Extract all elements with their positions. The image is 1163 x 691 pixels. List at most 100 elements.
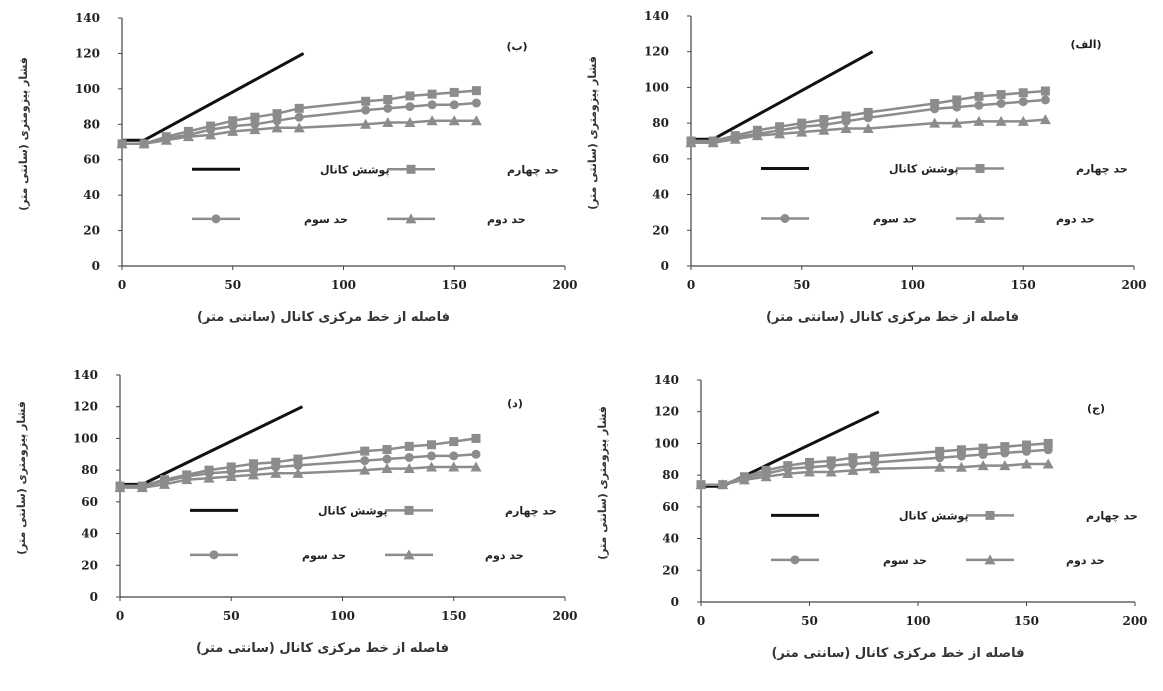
legend-label-third: حد سوم — [883, 554, 927, 567]
x-tick-label: 100 — [900, 278, 925, 292]
data-point — [782, 468, 794, 479]
data-point — [383, 103, 393, 113]
data-point — [383, 94, 393, 104]
x-axis-label: فاصله از خط مرکزی کانال (سانتی متر) — [766, 310, 1019, 325]
data-point — [427, 451, 436, 461]
y-tick-label: 100 — [73, 431, 98, 445]
y-tick-label: 60 — [83, 153, 100, 167]
data-point — [361, 105, 371, 115]
x-tick-label: 50 — [801, 614, 818, 628]
series-triangle — [116, 115, 482, 149]
data-point — [271, 457, 281, 467]
y-tick-label: 60 — [81, 495, 98, 509]
data-point — [249, 459, 258, 469]
legend-label-second: حد دوم — [1056, 213, 1095, 226]
data-point — [707, 137, 719, 148]
data-point — [818, 124, 830, 135]
x-tick-label: 150 — [1014, 614, 1039, 628]
y-tick-label: 20 — [83, 224, 100, 238]
y-tick-label: 60 — [652, 152, 669, 166]
data-point — [804, 466, 815, 477]
y-axis-label: فشار پیزومتری (سانتی متر) — [17, 57, 30, 211]
data-point — [847, 464, 859, 475]
data-point — [805, 457, 814, 467]
data-point — [1040, 86, 1050, 96]
data-point — [225, 470, 237, 481]
data-point — [929, 117, 941, 128]
y-tick-label: 140 — [644, 9, 669, 23]
data-point — [249, 124, 261, 135]
x-tick-label: 200 — [1122, 614, 1147, 628]
y-tick-label: 100 — [75, 82, 100, 96]
data-point — [935, 446, 945, 456]
x-tick-label: 200 — [1121, 278, 1146, 292]
data-point — [160, 134, 172, 145]
data-point — [1043, 445, 1053, 455]
data-point — [848, 459, 858, 469]
legend-marker-triangle — [984, 554, 996, 565]
legend-label-second: حد دوم — [1066, 554, 1105, 567]
x-tick-label: 100 — [331, 278, 356, 292]
x-tick-label: 200 — [552, 609, 577, 623]
data-point — [996, 99, 1006, 108]
y-tick-label: 80 — [81, 463, 98, 477]
data-point — [205, 129, 217, 140]
x-tick-label: 0 — [118, 278, 126, 292]
panel-title: (ب) — [506, 40, 527, 53]
data-point — [1018, 97, 1028, 107]
y-tick-label: 100 — [654, 436, 679, 450]
y-tick-label: 80 — [662, 468, 679, 482]
data-point — [951, 117, 963, 128]
y-tick-label: 0 — [92, 259, 100, 273]
series-circle — [115, 449, 481, 491]
x-tick-label: 50 — [793, 278, 810, 292]
data-point — [293, 454, 303, 464]
y-axis-label: فشار پیزومتری (سانتی متر) — [586, 56, 599, 210]
data-point — [956, 451, 966, 461]
data-point — [738, 474, 750, 485]
data-point — [930, 104, 940, 114]
data-point — [272, 109, 282, 119]
data-point — [729, 133, 741, 144]
data-point — [449, 87, 459, 97]
data-point — [382, 445, 392, 455]
x-tick-label: 0 — [687, 278, 695, 292]
data-point — [751, 130, 763, 141]
legend-marker-triangle — [405, 213, 417, 224]
data-point — [471, 449, 481, 459]
data-point — [136, 482, 148, 493]
data-point — [382, 454, 392, 464]
legend-marker-triangle — [974, 213, 986, 223]
data-point — [996, 90, 1006, 100]
x-tick-label: 0 — [697, 614, 705, 628]
data-point — [1022, 440, 1031, 450]
y-axis-label: فشار پیزومتری (سانتی متر) — [15, 401, 28, 555]
data-point — [294, 103, 304, 113]
y-tick-label: 0 — [671, 595, 679, 609]
data-point — [448, 115, 460, 126]
data-point — [840, 123, 852, 133]
chart-panel-b: 0 20 40 60 80 100 120 140 0 50 100 150 200 فاصله از خ… — [0, 0, 580, 345]
legend-marker-triangle — [403, 549, 415, 560]
chart-svg: 0 20 40 60 80 100 120 140 0 50 100 150 200 فاصله از خ… — [586, 9, 1147, 325]
data-point — [271, 122, 283, 133]
legend-label-third: حد سوم — [302, 549, 346, 562]
data-point — [471, 86, 481, 96]
data-point — [114, 482, 126, 493]
data-point — [226, 462, 236, 472]
data-point — [1017, 115, 1029, 126]
x-tick-label: 50 — [224, 278, 241, 292]
data-point — [826, 461, 836, 471]
y-tick-label: 120 — [654, 405, 679, 419]
x-tick-label: 150 — [441, 609, 466, 623]
data-point — [382, 117, 394, 128]
data-point — [293, 460, 303, 470]
y-tick-label: 40 — [652, 188, 669, 202]
data-point — [159, 478, 170, 489]
legend-marker-square — [975, 164, 985, 173]
data-point — [449, 451, 459, 461]
legend-label-fourth: حد چهارم — [1086, 509, 1138, 522]
data-point — [403, 463, 415, 474]
series-triangle — [685, 114, 1051, 148]
data-point — [956, 445, 966, 455]
